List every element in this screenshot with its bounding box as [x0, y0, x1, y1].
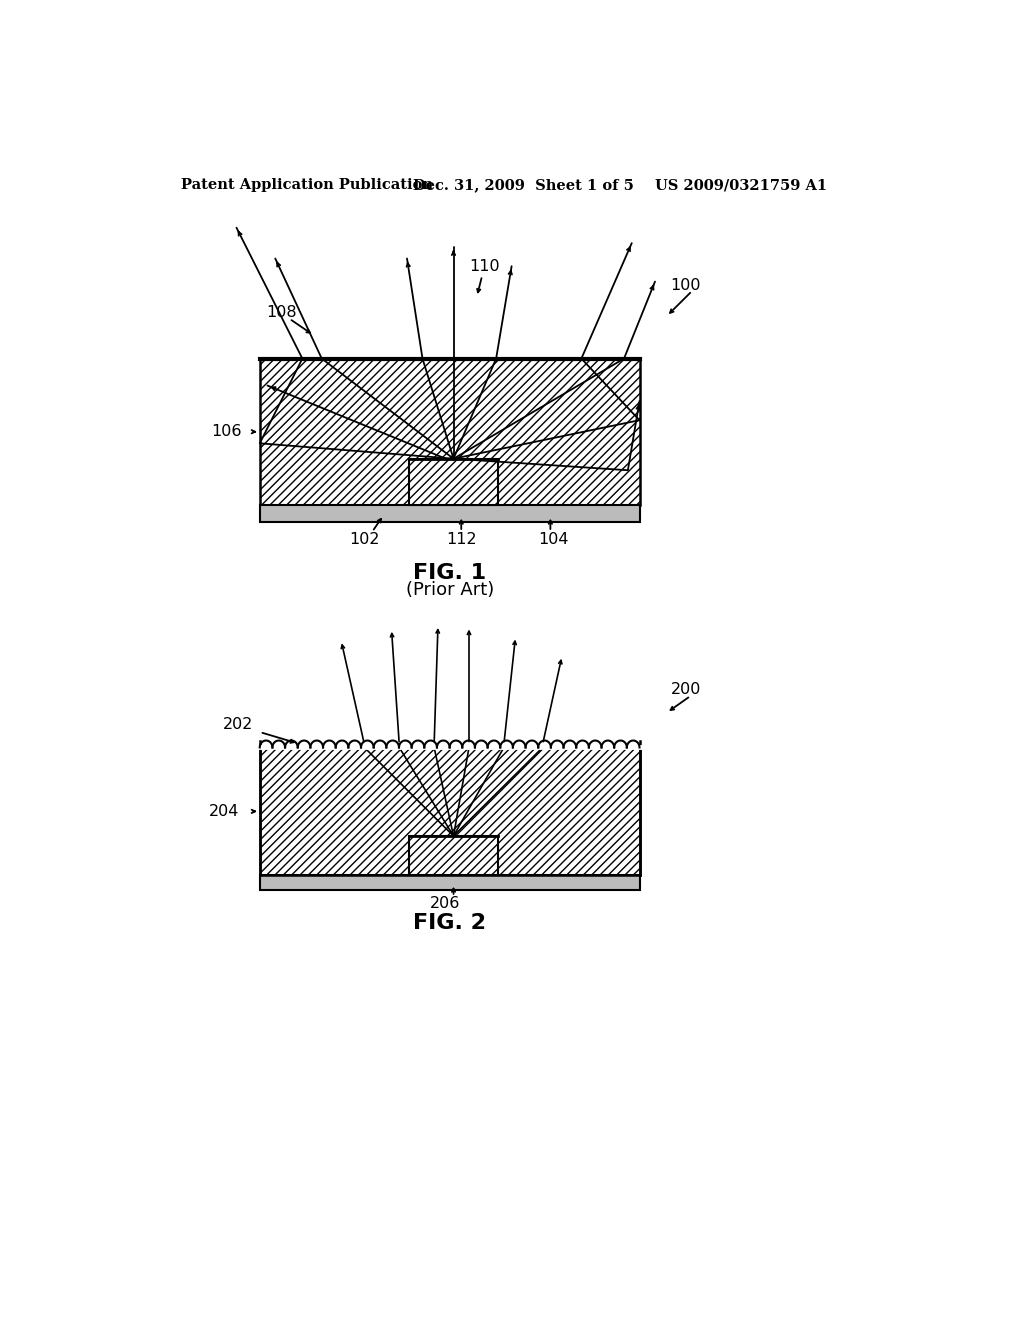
Text: Dec. 31, 2009  Sheet 1 of 5: Dec. 31, 2009 Sheet 1 of 5	[414, 178, 634, 193]
Bar	[260, 875, 640, 890]
Bar	[260, 359, 640, 506]
Text: 112: 112	[445, 532, 476, 546]
Text: US 2009/0321759 A1: US 2009/0321759 A1	[655, 178, 827, 193]
Text: 200: 200	[671, 682, 700, 697]
Text: 206: 206	[430, 896, 461, 911]
Bar	[260, 506, 640, 521]
Text: FIG. 1: FIG. 1	[413, 562, 486, 582]
Text: Patent Application Publication: Patent Application Publication	[180, 178, 433, 193]
Text: 108: 108	[266, 305, 297, 319]
Bar	[409, 459, 498, 506]
Text: 100: 100	[671, 279, 701, 293]
Text: 202: 202	[222, 717, 253, 731]
Text: FIG. 2: FIG. 2	[413, 913, 486, 933]
Bar	[409, 836, 498, 875]
Bar	[260, 747, 640, 875]
Text: 204: 204	[209, 804, 240, 818]
Text: 104: 104	[539, 532, 569, 546]
Text: 106: 106	[212, 424, 243, 440]
Text: 110: 110	[469, 259, 500, 273]
Text: (Prior Art): (Prior Art)	[406, 581, 494, 599]
Text: 102: 102	[349, 532, 379, 546]
